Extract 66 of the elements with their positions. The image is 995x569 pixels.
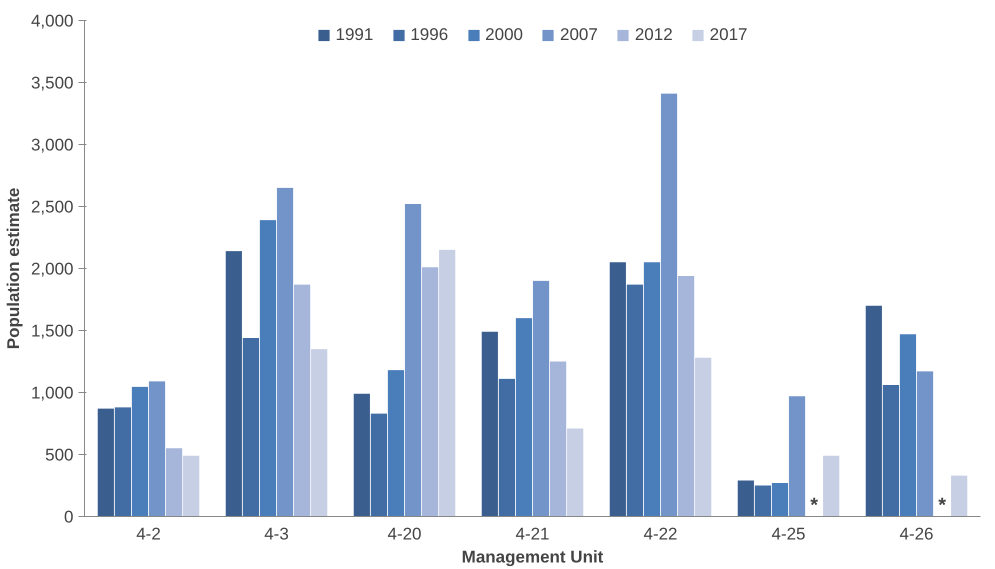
bar (567, 428, 584, 516)
legend-label: 2007 (560, 25, 598, 45)
y-tick-label: 0 (64, 508, 74, 526)
bar (148, 381, 166, 516)
legend-label: 2000 (485, 25, 523, 45)
bar (311, 349, 328, 516)
x-tick-label: 4-25 (771, 524, 806, 544)
bar (550, 362, 566, 516)
bar (294, 284, 310, 516)
annotation: * (810, 494, 818, 516)
x-tick-label: 4-3 (264, 524, 289, 544)
x-tick-label: 4-22 (643, 524, 678, 544)
bar (370, 414, 388, 516)
bar (498, 378, 516, 516)
legend-label: 1991 (336, 25, 374, 45)
x-tick-label: 4-2 (136, 524, 161, 544)
bar (823, 456, 840, 516)
bar (882, 385, 900, 516)
bar (516, 318, 532, 516)
bar (916, 371, 934, 516)
bar (114, 407, 132, 516)
bar (354, 394, 370, 516)
legend-label: 2017 (710, 25, 748, 45)
legend-label: 1996 (410, 25, 448, 45)
bar (166, 448, 182, 516)
bar (388, 370, 404, 516)
x-tick-label: 4-20 (387, 524, 422, 544)
bar (226, 251, 242, 516)
bar (532, 280, 550, 516)
bar (242, 338, 260, 516)
x-tick-label: 4-26 (899, 524, 934, 544)
bar (482, 332, 498, 516)
y-tick-label: 500 (45, 446, 74, 464)
x-axis-title: Management Unit (462, 548, 604, 566)
bar (439, 250, 456, 516)
bar (404, 204, 422, 516)
y-tick-label: 1,000 (30, 384, 74, 402)
annotation: * (938, 494, 946, 516)
y-tick-label: 4,000 (30, 12, 74, 30)
bar (260, 220, 276, 516)
bar (132, 386, 148, 516)
bar (98, 408, 114, 516)
bar (626, 284, 644, 516)
bar (772, 483, 788, 516)
bar (422, 267, 438, 516)
bar (183, 456, 200, 516)
bar (276, 188, 294, 516)
bar (678, 276, 694, 516)
y-axis-title: Population estimate (4, 188, 23, 350)
legend-label: 2012 (634, 25, 673, 45)
y-tick-label: 2,000 (30, 260, 74, 278)
bar (610, 262, 626, 516)
y-tick-label: 3,000 (30, 136, 74, 154)
y-tick-label: 3,500 (30, 74, 74, 92)
bar (900, 334, 916, 516)
bar (754, 486, 772, 516)
y-tick-label: 2,500 (30, 198, 74, 216)
bar (644, 262, 660, 516)
bar (951, 476, 968, 516)
bar (738, 480, 754, 516)
y-tick-label: 1,500 (30, 322, 74, 340)
bar (695, 358, 712, 516)
bar (866, 306, 882, 516)
bar (788, 396, 806, 516)
x-tick-label: 4-21 (515, 524, 550, 544)
bar (660, 94, 678, 516)
